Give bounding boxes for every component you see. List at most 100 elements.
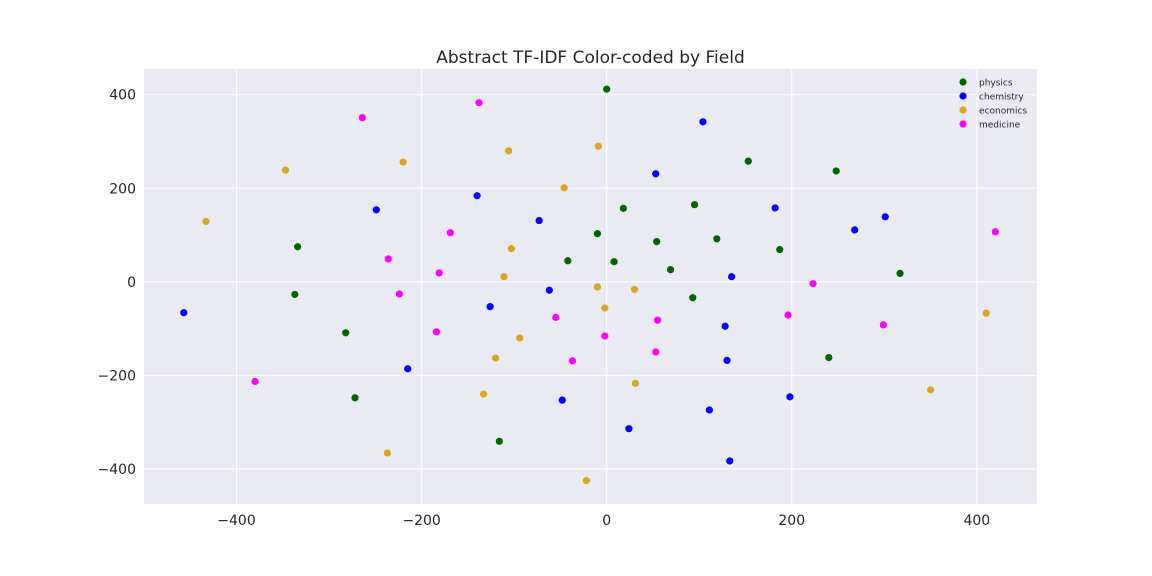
medicine-point xyxy=(552,313,560,321)
economics-point xyxy=(982,309,990,317)
medicine-point xyxy=(653,316,662,324)
medicine-point xyxy=(652,348,660,356)
chemistry-point xyxy=(535,216,543,225)
economics-point xyxy=(500,273,508,281)
chemistry-point xyxy=(372,206,380,214)
chemistry-point xyxy=(705,406,714,414)
chart-title: Abstract TF-IDF Color-coded by Field xyxy=(436,48,744,68)
legend-label-medicine: medicine xyxy=(979,121,1021,131)
x-axis-ticks: −400 −200 0 200 400 xyxy=(217,513,990,529)
economics-point xyxy=(383,449,391,457)
chemistry-point xyxy=(625,425,633,433)
medicine-point xyxy=(879,321,887,329)
economics-point xyxy=(516,334,524,342)
chemistry-point xyxy=(723,356,731,365)
physics-point xyxy=(495,437,503,445)
chemistry-point xyxy=(652,170,660,178)
economics-point xyxy=(582,477,590,485)
medicine-point xyxy=(991,228,999,236)
physics-point xyxy=(342,329,350,337)
medicine-point xyxy=(475,99,483,107)
physics-point xyxy=(593,230,602,238)
chemistry-point xyxy=(473,192,481,200)
economics-point xyxy=(630,285,639,293)
chemistry-point xyxy=(558,396,566,404)
legend-label-chemistry: chemistry xyxy=(979,93,1024,103)
physics-point xyxy=(896,269,904,278)
economics-point xyxy=(631,379,639,387)
physics-point xyxy=(689,294,697,302)
chemistry-point xyxy=(851,226,859,234)
y-tick-label: 0 xyxy=(127,275,136,291)
chemistry-point xyxy=(404,365,412,373)
grid xyxy=(144,69,1037,504)
chemistry-point xyxy=(786,393,794,401)
chemistry-point xyxy=(180,309,188,317)
y-tick-label: −400 xyxy=(98,462,136,478)
economics-point xyxy=(202,217,210,226)
medicine-point xyxy=(446,229,454,237)
physics-point xyxy=(713,235,721,243)
physics-point xyxy=(653,237,661,246)
chemistry-point xyxy=(726,457,734,465)
y-tick-label: 400 xyxy=(109,88,136,104)
chemistry-point xyxy=(699,118,707,126)
physics-point xyxy=(744,157,752,165)
economics-point xyxy=(492,354,500,362)
medicine-point xyxy=(384,255,392,263)
medicine-point xyxy=(432,328,441,336)
physics-point xyxy=(294,243,302,251)
medicine-point xyxy=(568,357,577,365)
economics-point xyxy=(560,184,568,192)
legend-label-economics: economics xyxy=(979,107,1027,117)
legend-marker-chemistry xyxy=(959,92,967,100)
chemistry-point xyxy=(771,204,779,212)
legend-marker-physics xyxy=(959,78,967,86)
physics-point xyxy=(832,167,840,175)
physics-point xyxy=(691,201,699,209)
medicine-point xyxy=(358,114,366,122)
x-tick-label: 200 xyxy=(778,513,805,529)
medicine-point xyxy=(435,269,443,277)
chemistry-point xyxy=(545,286,553,294)
chemistry-point xyxy=(486,303,494,311)
physics-point xyxy=(603,85,611,93)
physics-point xyxy=(564,257,572,265)
economics-point xyxy=(593,283,602,291)
legend: physics chemistry economics medicine xyxy=(959,78,1027,131)
economics-point xyxy=(399,158,407,166)
medicine-point xyxy=(784,311,792,319)
chemistry-point xyxy=(721,322,729,330)
chemistry-point xyxy=(881,213,889,221)
legend-marker-economics xyxy=(959,106,967,114)
data-points xyxy=(180,85,999,485)
x-tick-label: 400 xyxy=(963,513,990,529)
x-tick-label: −400 xyxy=(217,513,255,529)
economics-point xyxy=(926,386,935,394)
medicine-point xyxy=(809,280,817,288)
medicine-point xyxy=(601,332,609,340)
physics-point xyxy=(610,258,618,266)
chemistry-point xyxy=(728,273,736,281)
economics-point xyxy=(507,245,515,253)
physics-point xyxy=(351,394,359,402)
economics-point xyxy=(480,390,488,398)
physics-point xyxy=(825,353,833,362)
medicine-point xyxy=(251,377,259,386)
physics-point xyxy=(619,204,627,212)
physics-point xyxy=(666,266,675,274)
x-tick-label: −200 xyxy=(402,513,440,529)
plot-area xyxy=(144,69,1037,504)
medicine-point xyxy=(395,290,404,298)
y-tick-label: −200 xyxy=(98,368,136,384)
legend-label-physics: physics xyxy=(979,79,1013,89)
physics-point xyxy=(776,245,784,254)
economics-point xyxy=(594,142,602,150)
physics-point xyxy=(291,290,299,299)
economics-point xyxy=(601,304,609,312)
x-tick-label: 0 xyxy=(602,513,611,529)
y-tick-label: 200 xyxy=(109,181,136,197)
legend-marker-medicine xyxy=(959,120,967,128)
economics-point xyxy=(281,166,290,174)
